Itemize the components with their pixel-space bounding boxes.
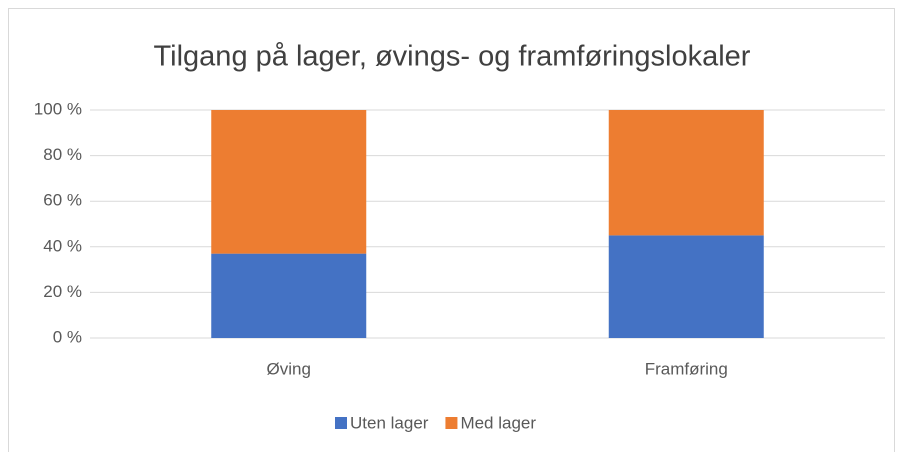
bar-segment: [211, 253, 367, 338]
y-tick-label: 100 %: [34, 99, 82, 118]
y-tick-label: 0 %: [53, 327, 82, 346]
y-tick-label: 80 %: [43, 145, 82, 164]
y-tick-label: 20 %: [43, 282, 82, 301]
bar-segment: [608, 235, 764, 338]
legend-label: Uten lager: [350, 413, 429, 432]
chart-title: Tilgang på lager, øvings- og framførings…: [154, 41, 751, 73]
y-tick-label: 40 %: [43, 236, 82, 255]
legend-label: Med lager: [460, 413, 536, 432]
y-tick-label: 60 %: [43, 191, 82, 210]
x-tick-label: Øving: [267, 359, 311, 378]
legend-swatch: [335, 417, 347, 429]
x-tick-label: Framføring: [645, 359, 728, 378]
bar-segment: [608, 110, 764, 236]
bar-segment: [211, 110, 367, 254]
legend-swatch: [445, 417, 458, 429]
